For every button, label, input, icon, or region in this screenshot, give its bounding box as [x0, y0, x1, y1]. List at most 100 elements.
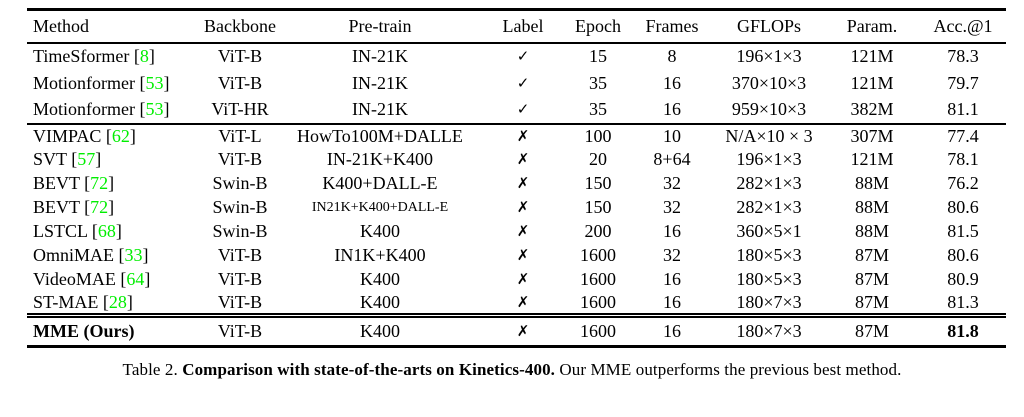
pretrain-cell: IN-21K	[352, 72, 408, 93]
column-header-epoch: Epoch	[575, 15, 621, 36]
citation-link[interactable]: 72	[90, 173, 109, 193]
citation-link[interactable]: 64	[126, 269, 145, 289]
frames-cell: 8	[667, 46, 677, 66]
accuracy-cell: 81.3	[947, 291, 979, 312]
accuracy-cell: 80.6	[947, 245, 979, 265]
gflops-cell: 180×5×3	[736, 245, 802, 265]
epoch-cell: 35	[589, 99, 607, 119]
epoch-cell: 150	[584, 173, 612, 193]
method-cell: ST-MAE [28]	[33, 291, 133, 312]
label-mark: ✗	[516, 152, 530, 168]
accuracy-cell: 80.6	[947, 197, 979, 217]
citation-link[interactable]: 72	[90, 197, 109, 217]
column-header-acc: Acc.@1	[933, 15, 993, 36]
method-cell: SVT [57]	[33, 149, 102, 169]
table-caption: Table 2. Comparison with state-of-the-ar…	[0, 360, 1024, 380]
method-cell: MME (Ours)	[27, 316, 200, 347]
param-cell: 88M	[854, 173, 889, 193]
label-mark: ✗	[516, 248, 530, 264]
column-header-param: Param.	[846, 15, 898, 36]
citation-link[interactable]: 62	[111, 125, 130, 146]
frames-cell: 32	[663, 173, 681, 193]
table-row: LSTCL [68] Swin-B K400 ✗ 200 16 360×5×1 88M 81.5	[27, 220, 1006, 244]
method-cell: BEVT [72]	[33, 197, 115, 217]
epoch-cell: 1600	[580, 245, 616, 265]
accuracy-cell: 77.4	[947, 125, 979, 146]
label-mark: ✗	[516, 224, 530, 240]
accuracy-cell: 81.5	[947, 221, 979, 241]
pretrain-cell: HowTo100M+DALLE	[297, 125, 463, 146]
citation-link[interactable]: 53	[145, 99, 164, 119]
gflops-cell: 282×1×3	[736, 173, 802, 193]
epoch-cell: 1600	[580, 321, 616, 341]
method-name: Motionformer	[33, 99, 135, 119]
pretrain-cell: K400	[360, 269, 400, 289]
caption-text: Our MME outperforms the previous best me…	[555, 360, 902, 379]
epoch-cell: 35	[589, 72, 607, 93]
gflops-cell: 959×10×3	[731, 99, 807, 119]
accuracy-cell: 79.7	[947, 72, 979, 93]
pretrain-cell: K400	[360, 221, 400, 241]
param-cell: 382M	[850, 99, 894, 119]
frames-cell: 16	[663, 269, 681, 289]
method-name: Motionformer	[33, 72, 135, 93]
column-header-gflops: GFLOPs	[736, 15, 802, 36]
gflops-cell: 180×5×3	[736, 269, 802, 289]
pretrain-cell: K400	[360, 291, 400, 312]
backbone-cell: Swin-B	[212, 173, 268, 193]
accuracy-cell: 78.1	[947, 149, 979, 169]
backbone-cell: ViT-B	[217, 149, 263, 169]
param-cell: 307M	[850, 125, 894, 146]
table-row: TimeSformer [8] ViT-B IN-21K ✓ 15 8 196×1×3 121…	[27, 43, 1006, 70]
gflops-cell: 180×7×3	[736, 321, 802, 341]
backbone-cell: ViT-HR	[211, 99, 269, 119]
citation-link[interactable]: 57	[77, 149, 96, 169]
frames-cell: 10	[663, 125, 681, 146]
column-header-frames: Frames	[645, 15, 699, 36]
method-name: VideoMAE	[33, 269, 116, 289]
table-row: VideoMAE [64] ViT-B K400 ✗ 1600 16 180×5×3 87M 8…	[27, 268, 1006, 292]
method-cell: BEVT [72]	[33, 173, 115, 193]
backbone-cell: Swin-B	[212, 197, 268, 217]
gflops-cell: 370×10×3	[731, 72, 807, 93]
epoch-cell: 20	[589, 149, 607, 169]
method-cell: VIMPAC [62]	[33, 125, 136, 146]
citation-link[interactable]: 68	[97, 221, 116, 241]
table-row: BEVT [72] Swin-B IN21K+K400+DALL-E ✗ 150 32 28…	[27, 196, 1006, 220]
label-mark: ✗	[516, 294, 530, 311]
column-header-pretrain: Pre-train	[348, 15, 412, 36]
label-mark: ✗	[516, 272, 530, 288]
gflops-cell: 196×1×3	[736, 149, 802, 169]
param-cell: 121M	[850, 149, 894, 169]
caption-label: Table 2.	[122, 360, 183, 379]
frames-cell: 16	[663, 221, 681, 241]
backbone-cell: ViT-B	[217, 46, 263, 66]
citation-link[interactable]: 33	[124, 245, 143, 265]
param-cell: 87M	[854, 291, 889, 312]
citation-link[interactable]: 28	[108, 291, 127, 312]
pretrain-cell: IN1K+K400	[334, 245, 426, 265]
method-name: SVT	[33, 149, 67, 169]
epoch-cell: 100	[584, 125, 612, 146]
label-mark: ✗	[516, 176, 530, 192]
gflops-cell: 282×1×3	[736, 197, 802, 217]
epoch-cell: 1600	[580, 269, 616, 289]
param-cell: 121M	[850, 46, 894, 66]
backbone-cell: ViT-B	[217, 291, 263, 312]
label-mark: ✗	[516, 200, 530, 216]
backbone-cell: ViT-L	[218, 125, 262, 146]
frames-cell: 16	[663, 291, 681, 312]
method-cell: VideoMAE [64]	[33, 269, 151, 289]
epoch-cell: 15	[589, 46, 607, 66]
table-row: BEVT [72] Swin-B K400+DALL-E ✗ 150 32 282×1×3 8…	[27, 172, 1006, 196]
table-row: Motionformer [53] ViT-B IN-21K ✓ 35 16 370×10×…	[27, 70, 1006, 97]
frames-cell: 16	[663, 321, 681, 341]
accuracy-cell: 81.8	[947, 321, 979, 341]
pretrain-cell: IN-21K+K400	[326, 149, 434, 169]
pretrain-cell: K400	[360, 321, 400, 341]
column-header-method: Method	[33, 15, 89, 36]
citation-link[interactable]: 53	[145, 72, 164, 93]
label-mark: ✓	[516, 102, 530, 118]
citation-link[interactable]: 8	[139, 46, 149, 66]
table-row: Motionformer [53] ViT-HR IN-21K ✓ 35 16 959×10…	[27, 97, 1006, 124]
